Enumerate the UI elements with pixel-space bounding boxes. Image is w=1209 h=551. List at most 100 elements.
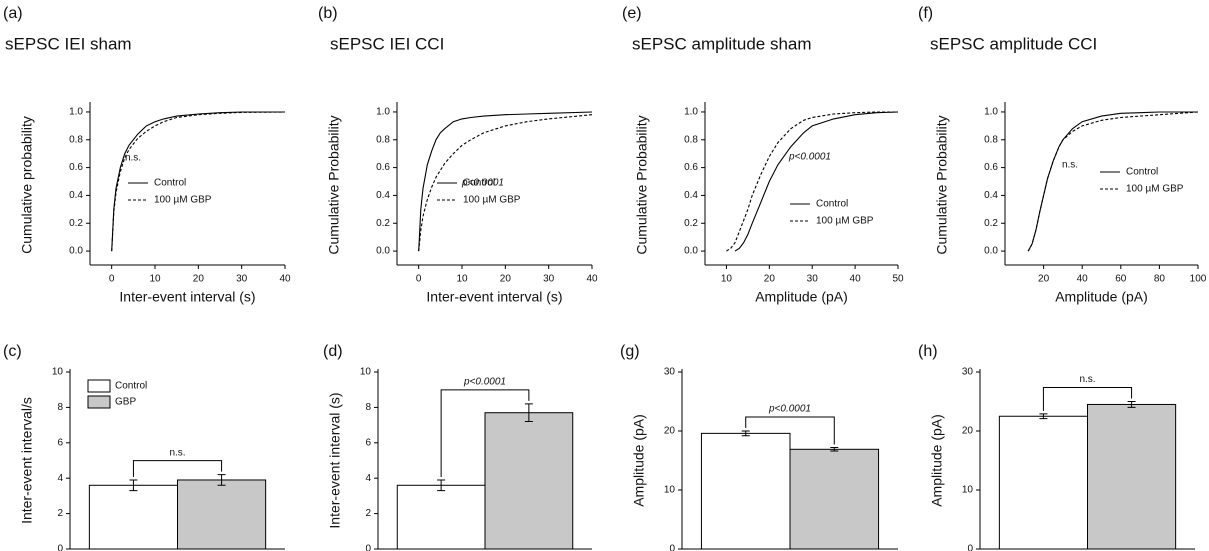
y-tick-label: 0.0 (684, 246, 698, 257)
x-tick-label: 0 (109, 274, 115, 285)
bar (1087, 403, 1177, 550)
x-axis-label: Amplitude (pA) (755, 289, 848, 305)
y-axis-label: Cumulative Probability (326, 115, 342, 254)
y-tick-label: 1.0 (69, 107, 83, 118)
significance-bracket (132, 460, 223, 477)
cumulative-line (418, 111, 593, 252)
y-tick-label: 8 (365, 402, 371, 413)
x-axis-label: Inter-event interval (s) (119, 289, 255, 305)
cumulative-line (418, 114, 593, 252)
x-tick-label: 10 (721, 274, 733, 285)
panel-letter: (c) (3, 343, 22, 360)
x-tick-label: 20 (764, 274, 776, 285)
y-tick-label: 0 (669, 544, 675, 551)
annotation: n.s. (125, 153, 141, 164)
y-tick-label: 0.0 (69, 246, 83, 257)
y-axis-label: Cumulative probability (19, 116, 35, 254)
x-tick-label: 50 (892, 274, 904, 285)
annotation: n.s. (1079, 374, 1095, 385)
error-bar (437, 479, 446, 492)
y-axis-label: Inter-event interval/s (19, 397, 35, 524)
y-tick-label: 8 (57, 402, 63, 413)
annotation: p<0.0001 (768, 404, 811, 415)
y-tick-label: 20 (664, 426, 676, 437)
y-tick-label: 6 (365, 437, 371, 448)
legend-label: Control (816, 199, 848, 210)
panel-letter: (d) (323, 343, 343, 360)
y-axis-label: Cumulative Probability (934, 115, 950, 254)
annotation: p<0.0001 (461, 178, 504, 189)
y-tick-label: 0.2 (984, 218, 998, 229)
legend-label: 100 µM GBP (816, 216, 874, 227)
y-tick-label: 0.4 (69, 190, 83, 201)
legend-label: Control (115, 381, 147, 392)
legend-label: 100 µM GBP (463, 195, 521, 206)
x-tick-label: 40 (850, 274, 862, 285)
bar (484, 412, 574, 550)
panel-letter: (g) (620, 343, 640, 360)
y-tick-label: 0.4 (684, 190, 698, 201)
bar (88, 484, 178, 550)
panel-letter: (h) (918, 343, 938, 360)
legend-label: 100 µM GBP (154, 195, 212, 206)
cumulative-line (111, 111, 286, 252)
y-tick-label: 0.6 (376, 162, 390, 173)
annotation: p<0.0001 (463, 377, 506, 388)
y-tick-label: 30 (962, 367, 974, 378)
annotation: p<0.0001 (788, 152, 831, 163)
panel-letter: (f) (918, 5, 933, 22)
x-tick-label: 60 (1115, 274, 1127, 285)
x-tick-label: 100 (1190, 274, 1207, 285)
bar (700, 432, 791, 550)
y-tick-label: 2 (57, 508, 63, 519)
legend-swatch (87, 379, 111, 393)
y-tick-label: 0.2 (376, 218, 390, 229)
y-tick-label: 4 (365, 473, 371, 484)
y-axis-label: Cumulative Probability (634, 115, 650, 254)
legend-swatch (87, 395, 111, 409)
x-tick-label: 30 (807, 274, 819, 285)
bar (789, 448, 880, 550)
x-tick-label: 80 (1154, 274, 1166, 285)
error-bar (1039, 413, 1048, 420)
significance-bracket (440, 389, 530, 477)
bar (998, 415, 1088, 550)
y-tick-label: 0.0 (376, 246, 390, 257)
y-tick-label: 0.8 (684, 134, 698, 145)
y-tick-label: 0.8 (69, 134, 83, 145)
x-tick-label: 20 (193, 274, 205, 285)
y-tick-label: 0 (365, 544, 371, 551)
cumulative-line (734, 111, 899, 252)
y-tick-label: 0 (57, 544, 63, 551)
y-tick-label: 1.0 (684, 107, 698, 118)
y-axis-label: Amplitude (pA) (631, 414, 647, 507)
x-axis-label: Inter-event interval (s) (426, 289, 562, 305)
y-tick-label: 2 (365, 508, 371, 519)
y-tick-label: 0.0 (984, 246, 998, 257)
x-tick-label: 20 (1038, 274, 1050, 285)
panel-title: sEPSC IEI CCI (330, 34, 444, 53)
bar (177, 479, 267, 550)
cumulative-line (111, 111, 285, 252)
y-tick-label: 10 (962, 485, 974, 496)
panel-letter: (a) (3, 5, 23, 22)
significance-bracket (1042, 387, 1133, 411)
cumulative-line (726, 111, 898, 252)
y-tick-label: 10 (52, 367, 64, 378)
y-tick-label: 0.2 (69, 218, 83, 229)
annotation: n.s. (1062, 160, 1078, 171)
x-axis-label: Amplitude (pA) (1055, 289, 1148, 305)
y-tick-label: 0.8 (376, 134, 390, 145)
bar (396, 484, 486, 550)
legend-label: Control (154, 178, 186, 189)
error-bar (1127, 401, 1136, 408)
y-tick-label: 1.0 (376, 107, 390, 118)
panel-title: sEPSC IEI sham (5, 34, 132, 53)
y-tick-label: 0.4 (984, 190, 998, 201)
legend-label: 100 µM GBP (1126, 184, 1184, 195)
annotation: n.s. (169, 447, 185, 458)
cumulative-line (1027, 111, 1199, 252)
legend-label: Control (463, 178, 495, 189)
panel-title: sEPSC amplitude sham (632, 34, 812, 53)
